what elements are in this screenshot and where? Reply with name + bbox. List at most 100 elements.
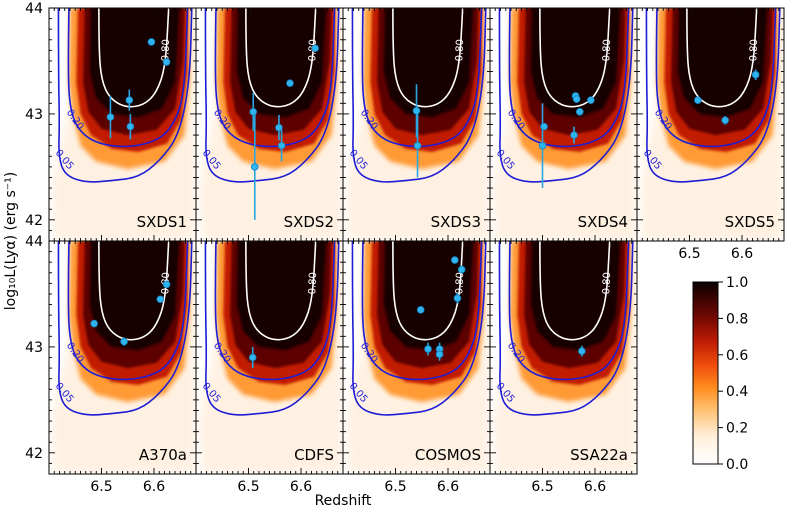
y-tick-label: 44: [25, 1, 43, 17]
x-tick-label: 6.5: [384, 479, 406, 495]
colorbar: 0.0 0.2 0.4 0.6 0.8 1.0: [692, 275, 748, 473]
panel-a370a: 0.050.200.80A370a: [48, 240, 197, 475]
x-tick-label: 6.6: [143, 479, 165, 495]
y-tick-label: 44: [25, 234, 43, 250]
x-tick-label: 6.5: [237, 479, 259, 495]
lae-point: [156, 295, 165, 304]
field-label: SXDS5: [725, 213, 775, 231]
contour-0.80: [245, 8, 317, 108]
contour-0.20: [361, 241, 483, 381]
contour-0.05: [57, 8, 193, 183]
colorbar-tick-label: 0.8: [726, 311, 748, 327]
colorbar-gradient: [692, 281, 719, 465]
lae-point: [248, 353, 257, 362]
field-label: COSMOS: [415, 446, 481, 464]
x-tick-label: 6.6: [584, 479, 606, 495]
contour-0.05: [498, 8, 634, 183]
contour-label-0.80: 0.80: [454, 39, 466, 62]
contour-0.05: [204, 8, 340, 183]
x-tick-label: 6.6: [731, 246, 753, 262]
colorbar-tick-label: 0.0: [726, 457, 748, 473]
x-axis-label: Redshift: [315, 493, 372, 509]
lae-point: [126, 122, 135, 131]
lae-point: [311, 44, 319, 53]
lae-point: [416, 306, 425, 314]
contour-0.80: [98, 8, 170, 108]
contour-label-0.80: 0.80: [307, 272, 319, 295]
panel-ticks: [489, 7, 638, 242]
contour-0.80: [686, 8, 758, 108]
contour-0.80: [392, 8, 464, 108]
lae-point: [721, 116, 729, 125]
contour-label-0.80: 0.80: [748, 39, 760, 62]
lae-point: [413, 141, 422, 150]
contour-0.05: [57, 241, 193, 416]
field-label: SXDS3: [431, 213, 481, 231]
contour-0.20: [214, 241, 336, 381]
lae-point: [106, 113, 115, 121]
panel-ticks: [636, 7, 785, 242]
contour-0.80: [245, 241, 317, 341]
contour-0.80: [539, 8, 611, 108]
panel-ticks: [48, 240, 197, 475]
contour-label-0.80: 0.80: [601, 39, 613, 62]
lae-point: [162, 280, 171, 289]
contour-label-0.80: 0.80: [454, 272, 466, 295]
y-tick-label: 43: [25, 107, 43, 123]
lae-point: [451, 256, 459, 264]
lae-point: [572, 95, 581, 103]
panel-ticks: [489, 240, 638, 475]
contour-0.20: [214, 8, 336, 148]
colorbar-tick-label: 0.4: [726, 384, 748, 400]
lae-point: [570, 131, 578, 139]
lae-point: [275, 123, 283, 132]
lae-point: [751, 70, 760, 79]
contour-0.05: [204, 241, 340, 416]
x-tick-label: 6.6: [290, 479, 312, 495]
contour-0.05: [351, 241, 487, 416]
lae-point: [251, 163, 259, 171]
field-label: SXDS1: [137, 213, 187, 231]
contour-label-0.80: 0.80: [601, 272, 613, 295]
contour-label-0.80: 0.80: [160, 39, 172, 62]
y-tick-label: 43: [25, 340, 43, 356]
contour-0.05: [351, 8, 487, 183]
lae-point: [249, 107, 258, 116]
x-tick-label: 6.6: [437, 479, 459, 495]
y-tick-label: 42: [25, 446, 43, 462]
lae-point: [424, 345, 432, 353]
y-axis-label: log₁₀L(Lyα) (erg s⁻¹): [3, 172, 19, 310]
lae-point: [578, 347, 586, 355]
lae-point: [90, 319, 98, 328]
contour-0.80: [539, 241, 611, 341]
panel-ticks: [195, 7, 344, 242]
contour-0.05: [498, 241, 634, 416]
lae-point: [120, 337, 128, 346]
field-label: SXDS2: [284, 213, 334, 231]
lae-point: [575, 107, 584, 116]
contour-0.20: [67, 241, 189, 381]
lae-point: [586, 96, 595, 104]
colorbar-tick-label: 1.0: [726, 275, 748, 291]
contour-0.05: [645, 8, 781, 183]
field-label: SXDS4: [578, 213, 628, 231]
lae-point: [538, 141, 547, 150]
colorbar-tick-label: 0.6: [726, 348, 748, 364]
contour-0.20: [361, 8, 483, 148]
lae-point: [162, 58, 171, 66]
lae-point: [125, 96, 134, 104]
contour-0.20: [67, 8, 189, 148]
y-tick-label: 42: [25, 213, 43, 229]
x-tick-label: 6.5: [90, 479, 112, 495]
lae-point: [540, 122, 548, 131]
field-label: A370a: [139, 446, 187, 464]
lae-point: [147, 38, 156, 46]
lae-point: [277, 141, 286, 150]
